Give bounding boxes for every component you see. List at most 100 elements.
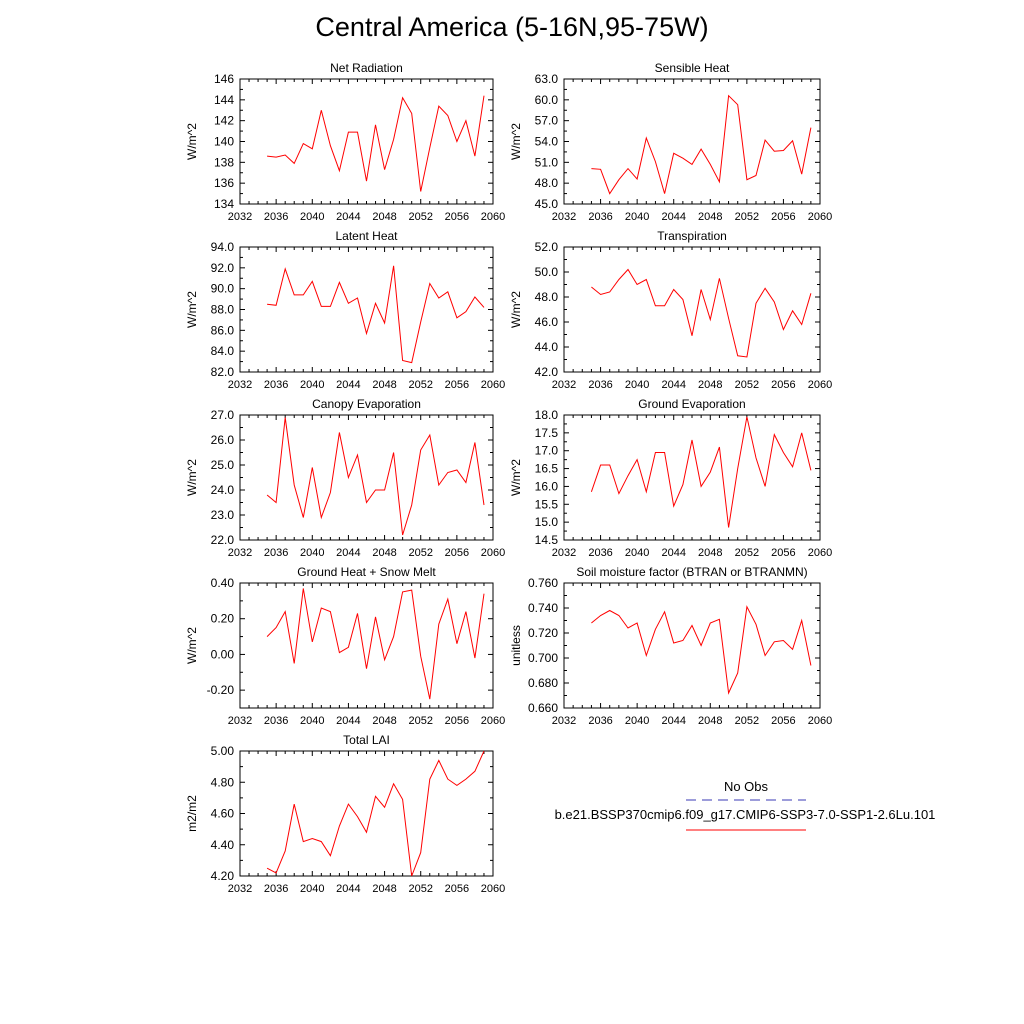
y-tick-label: 142 xyxy=(214,114,234,128)
y-tick-label: 5.00 xyxy=(211,744,235,758)
legend-obs-label: No Obs xyxy=(723,779,769,794)
x-tick-label: 2056 xyxy=(445,547,469,559)
y-tick-label: 0.760 xyxy=(528,576,558,590)
y-axis-label: W/m^2 xyxy=(185,291,199,328)
y-tick-label: 63.0 xyxy=(535,72,559,86)
series-line xyxy=(267,265,485,364)
x-tick-label: 2032 xyxy=(552,715,576,727)
series-line xyxy=(266,417,485,536)
series-line xyxy=(267,95,485,192)
y-tick-label: 22.0 xyxy=(211,533,235,547)
y-axis-label: unitless xyxy=(509,625,523,666)
y-tick-label: 0.720 xyxy=(528,626,558,640)
page-title: Central America (5-16N,95-75W) xyxy=(315,12,709,42)
x-tick-label: 2036 xyxy=(264,379,288,391)
x-tick-label: 2040 xyxy=(625,211,649,223)
x-tick-label: 2052 xyxy=(735,715,759,727)
y-axis-label: W/m^2 xyxy=(509,459,523,496)
y-tick-label: 52.0 xyxy=(535,240,559,254)
y-tick-label: 134 xyxy=(214,197,234,211)
y-tick-label: 18.0 xyxy=(535,408,559,422)
y-tick-label: 0.00 xyxy=(211,647,235,661)
x-tick-label: 2048 xyxy=(698,379,722,391)
x-tick-label: 2052 xyxy=(408,883,432,895)
y-tick-label: 57.0 xyxy=(535,114,559,128)
y-tick-label: 90.0 xyxy=(211,282,235,296)
y-tick-label: 0.40 xyxy=(211,576,235,590)
x-tick-label: 2060 xyxy=(481,883,505,895)
x-tick-label: 2048 xyxy=(372,547,396,559)
x-tick-label: 2060 xyxy=(481,379,505,391)
x-tick-label: 2048 xyxy=(698,547,722,559)
y-tick-label: 42.0 xyxy=(535,365,559,379)
x-tick-label: 2060 xyxy=(808,547,832,559)
x-tick-label: 2044 xyxy=(336,547,360,559)
x-tick-label: 2048 xyxy=(372,715,396,727)
y-tick-label: 4.40 xyxy=(211,838,235,852)
y-tick-label: 16.0 xyxy=(535,479,559,493)
y-tick-label: 45.0 xyxy=(535,197,559,211)
y-tick-label: 14.5 xyxy=(535,533,559,547)
x-tick-label: 2052 xyxy=(735,211,759,223)
y-tick-label: 82.0 xyxy=(211,365,235,379)
series-line xyxy=(266,750,485,877)
x-tick-label: 2032 xyxy=(228,211,252,223)
y-axis-label: W/m^2 xyxy=(509,123,523,160)
x-tick-label: 2056 xyxy=(771,715,795,727)
x-tick-label: 2048 xyxy=(372,379,396,391)
y-tick-label: 15.5 xyxy=(535,497,559,511)
x-tick-label: 2040 xyxy=(300,379,324,391)
x-tick-label: 2032 xyxy=(552,547,576,559)
x-tick-label: 2044 xyxy=(336,715,360,727)
chart-panel-5: Canopy Evaporation W/m^2 2032 2036 2040 2044 2… xyxy=(185,397,505,559)
panel-title: Soil moisture factor (BTRAN or BTRANMN) xyxy=(576,565,807,579)
y-tick-label: 94.0 xyxy=(211,240,235,254)
y-tick-label: 16.5 xyxy=(535,462,559,476)
x-tick-label: 2056 xyxy=(771,211,795,223)
chart-panel-7: Ground Heat + Snow Melt W/m^2 2032 2036 2040… xyxy=(185,565,505,727)
x-tick-label: 2052 xyxy=(735,547,759,559)
x-tick-label: 2036 xyxy=(588,547,612,559)
x-tick-label: 2036 xyxy=(264,715,288,727)
y-tick-label: 46.0 xyxy=(535,315,559,329)
y-tick-label: 50.0 xyxy=(535,265,559,279)
panel-title: Ground Evaporation xyxy=(638,397,745,411)
x-tick-label: 2040 xyxy=(300,883,324,895)
x-tick-label: 2040 xyxy=(300,211,324,223)
y-tick-label: 0.740 xyxy=(528,601,558,615)
x-tick-label: 2036 xyxy=(264,547,288,559)
y-tick-label: 54.0 xyxy=(535,135,559,149)
x-tick-label: 2044 xyxy=(336,379,360,391)
y-tick-label: 15.0 xyxy=(535,515,559,529)
y-tick-label: 44.0 xyxy=(535,340,559,354)
x-tick-label: 2060 xyxy=(481,715,505,727)
x-tick-label: 2032 xyxy=(552,379,576,391)
x-tick-label: 2032 xyxy=(228,547,252,559)
y-axis-label: m2/m2 xyxy=(185,795,199,832)
y-tick-label: 4.80 xyxy=(211,775,235,789)
x-tick-label: 2056 xyxy=(771,547,795,559)
x-tick-label: 2052 xyxy=(408,715,432,727)
x-tick-label: 2040 xyxy=(300,715,324,727)
legend-run-label: b.e21.BSSP370cmip6.f09_g17.CMIP6-SSP3-7.… xyxy=(554,807,936,822)
series-line xyxy=(266,588,485,700)
x-tick-label: 2032 xyxy=(228,715,252,727)
chart-panel-4: Transpiration W/m^2 2032 2036 2040 2044 2048 20… xyxy=(509,229,832,391)
panel-title: Total LAI xyxy=(343,733,390,747)
panel-title: Transpiration xyxy=(657,229,727,243)
chart-panel-6: Ground Evaporation W/m^2 2032 2036 2040 2044 2… xyxy=(509,397,832,559)
chart-panel-2: Sensible Heat W/m^2 2032 2036 2040 2044 2048 20… xyxy=(509,61,832,223)
x-tick-label: 2044 xyxy=(336,211,360,223)
y-axis-label: W/m^2 xyxy=(185,627,199,664)
panel-title: Sensible Heat xyxy=(655,61,730,75)
y-tick-label: 17.5 xyxy=(535,426,559,440)
y-tick-label: 140 xyxy=(214,135,234,149)
x-tick-label: 2048 xyxy=(698,211,722,223)
x-tick-label: 2056 xyxy=(445,883,469,895)
x-tick-label: 2056 xyxy=(445,715,469,727)
chart-panel-9: Total LAI m2/m2 2032 2036 2040 2044 2048 2052 20… xyxy=(185,733,505,895)
y-axis-label: W/m^2 xyxy=(185,123,199,160)
x-tick-label: 2060 xyxy=(808,379,832,391)
series-line xyxy=(591,94,812,195)
